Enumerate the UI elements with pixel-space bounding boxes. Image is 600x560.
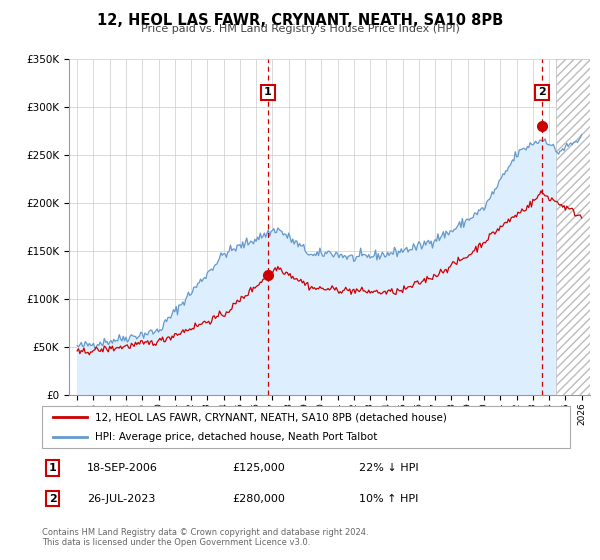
Text: 22% ↓ HPI: 22% ↓ HPI	[359, 463, 418, 473]
Text: 2: 2	[49, 493, 56, 503]
Text: 10% ↑ HPI: 10% ↑ HPI	[359, 493, 418, 503]
Text: 18-SEP-2006: 18-SEP-2006	[87, 463, 158, 473]
Text: 1: 1	[264, 87, 272, 97]
Text: HPI: Average price, detached house, Neath Port Talbot: HPI: Average price, detached house, Neat…	[95, 432, 377, 442]
Text: Price paid vs. HM Land Registry's House Price Index (HPI): Price paid vs. HM Land Registry's House …	[140, 24, 460, 34]
Text: 12, HEOL LAS FAWR, CRYNANT, NEATH, SA10 8PB: 12, HEOL LAS FAWR, CRYNANT, NEATH, SA10 …	[97, 13, 503, 28]
Text: This data is licensed under the Open Government Licence v3.0.: This data is licensed under the Open Gov…	[42, 538, 310, 547]
Text: 1: 1	[49, 463, 56, 473]
Bar	[556, 59, 592, 395]
Text: Contains HM Land Registry data © Crown copyright and database right 2024.: Contains HM Land Registry data © Crown c…	[42, 528, 368, 536]
Bar	[556, 59, 592, 395]
Text: £125,000: £125,000	[232, 463, 285, 473]
Text: 26-JUL-2023: 26-JUL-2023	[87, 493, 155, 503]
Text: 2: 2	[538, 87, 546, 97]
Text: 12, HEOL LAS FAWR, CRYNANT, NEATH, SA10 8PB (detached house): 12, HEOL LAS FAWR, CRYNANT, NEATH, SA10 …	[95, 412, 446, 422]
FancyBboxPatch shape	[42, 406, 570, 448]
Text: £280,000: £280,000	[232, 493, 285, 503]
